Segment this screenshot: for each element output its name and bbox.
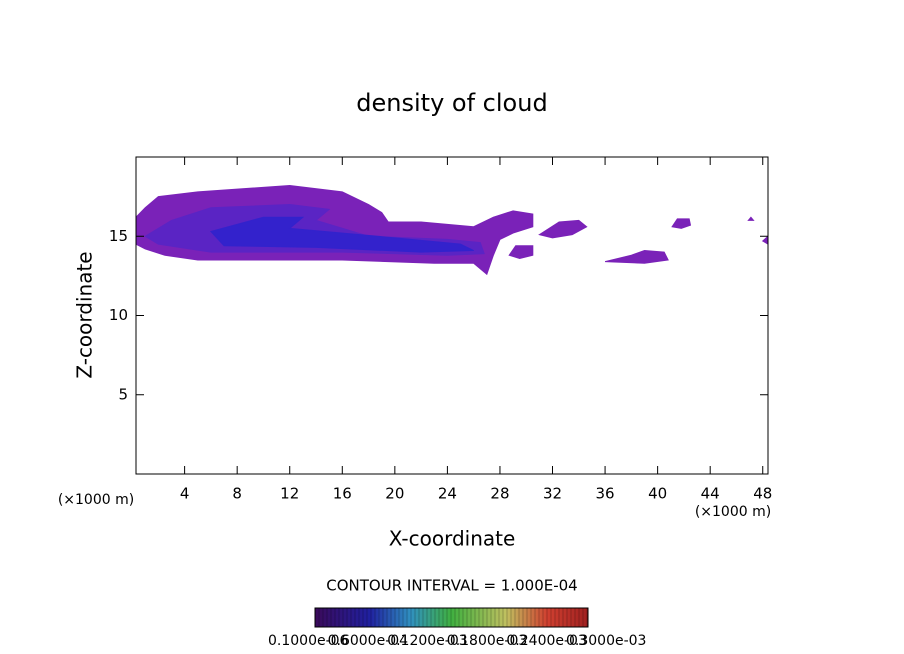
x-tick-label: 4 [180, 485, 190, 503]
x-tick-label: 36 [596, 485, 615, 503]
x-tick-label: 24 [438, 485, 457, 503]
plot-area [135, 185, 769, 276]
x-tick-label: 48 [753, 485, 772, 503]
contour-region [747, 216, 755, 221]
x-axis-label: X-coordinate [389, 527, 516, 551]
colorbar-label: 0.1000e-06 [268, 633, 349, 649]
x-unit-label: (×1000 m) [58, 492, 134, 508]
contour-region [209, 216, 474, 253]
y-axis-label: Z-coordinate [73, 251, 97, 378]
colorbar-stripes [314, 608, 588, 627]
colorbar-label: 0.3000e-03 [566, 633, 646, 649]
y-tick-label: 5 [118, 385, 128, 403]
contour-region [538, 219, 588, 239]
x-tick-label: 12 [280, 485, 299, 503]
x-tick-label: 28 [490, 485, 509, 503]
chart-title: density of cloud [356, 89, 547, 117]
x-tick-label: 44 [701, 485, 720, 503]
colorbar-label: 0.2400e-03 [506, 633, 586, 649]
contour-region [671, 218, 692, 229]
y-tick-label: 10 [109, 306, 128, 324]
y-tick-label: 15 [109, 227, 128, 245]
x-tick-label: 20 [385, 485, 404, 503]
colorbar-label: 0.1200e-03 [387, 633, 467, 649]
x-tick-label: 16 [333, 485, 352, 503]
x-tick-label: 40 [648, 485, 667, 503]
contour-region [508, 245, 534, 259]
colorbar [314, 607, 589, 628]
x-unit-label: (×1000 m) [695, 504, 771, 520]
contour-region [761, 235, 769, 246]
contour-region [604, 250, 669, 264]
x-tick-label: 32 [543, 485, 562, 503]
colorbar-label: 0.1800e-03 [447, 633, 527, 649]
x-tick-label: 8 [232, 485, 242, 503]
contour-interval: CONTOUR INTERVAL = 1.000E-04 [326, 577, 577, 595]
colorbar-label: 0.6000e-04 [328, 633, 409, 649]
